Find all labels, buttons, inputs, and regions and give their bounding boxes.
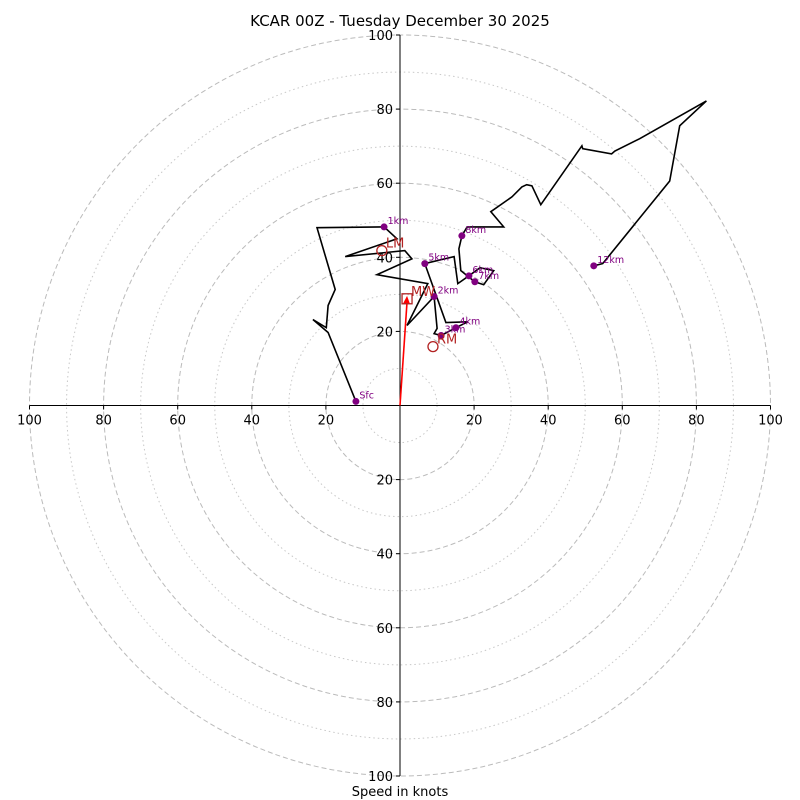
x-tick-label: 80: [95, 414, 112, 429]
x-tick-label: 40: [244, 414, 261, 429]
height-marker-label: Sfc: [359, 390, 374, 401]
storm-motion-markers: LM MW RM: [376, 237, 457, 353]
height-marker-label: 6km: [472, 265, 493, 276]
x-tick-label: 80: [688, 414, 705, 429]
y-tick-label: 100: [368, 29, 393, 44]
storm-motion-arrow: [399, 295, 411, 406]
height-marker-label: 4km: [459, 317, 480, 328]
storm-marker-circle: [427, 340, 439, 353]
height-marker-dot: [437, 331, 445, 339]
y-tick-label: 80: [376, 103, 393, 118]
height-marker-label: 8km: [465, 225, 486, 236]
storm-marker-square: [401, 293, 413, 305]
y-tick-label: 100: [368, 770, 393, 785]
storm-marker-label: LM: [386, 237, 404, 252]
x-tick-label: 20: [318, 414, 335, 429]
wind-profile-line: [312, 100, 707, 402]
y-tick-label: 60: [376, 177, 393, 192]
y-tick-label: 40: [376, 548, 393, 563]
height-marker-label: 5km: [428, 253, 449, 264]
y-tick-label: 80: [376, 696, 393, 711]
storm-marker-label: MW: [411, 285, 435, 300]
tick-labels: 100 80 60 40 20 20 40 60 80 100100806040202040608…: [17, 29, 783, 785]
height-marker-dot: [380, 223, 388, 231]
height-marker-label: 2km: [438, 286, 459, 297]
height-marker-dot: [430, 293, 438, 301]
y-tick-label: 60: [376, 622, 393, 637]
height-marker-label: 12km: [597, 255, 624, 266]
height-marker-label: 1km: [388, 216, 409, 227]
chart-title: KCAR 00Z - Tuesday December 30 2025: [250, 12, 550, 30]
hodograph-trace: [312, 100, 707, 402]
arrow-shaft: [399, 301, 408, 406]
height-marker-dot: [421, 260, 429, 268]
height-marker-dot: [590, 262, 598, 270]
arrow-head: [403, 295, 411, 305]
x-tick-label: 60: [169, 414, 186, 429]
x-tick-label: 60: [614, 414, 631, 429]
x-tick-label: 20: [466, 414, 483, 429]
height-markers: Sfc1km2km3km4km5km6km7km8km12km: [352, 216, 624, 405]
height-marker-dot: [465, 272, 473, 280]
height-marker-dot: [471, 278, 479, 286]
x-tick-label: 100: [758, 414, 783, 429]
x-tick-label: 40: [540, 414, 557, 429]
storm-marker-circle: [376, 244, 388, 257]
height-marker-label: 7km: [478, 271, 499, 282]
height-marker-dot: [352, 397, 360, 405]
x-tick-label: 100: [17, 414, 42, 429]
x-axis-label: Speed in knots: [352, 785, 449, 800]
y-tick-label: 20: [376, 474, 393, 489]
height-marker-dot: [452, 324, 460, 332]
storm-marker-label: RM: [437, 333, 457, 348]
y-tick-label: 20: [376, 325, 393, 340]
height-marker-dot: [458, 232, 466, 240]
